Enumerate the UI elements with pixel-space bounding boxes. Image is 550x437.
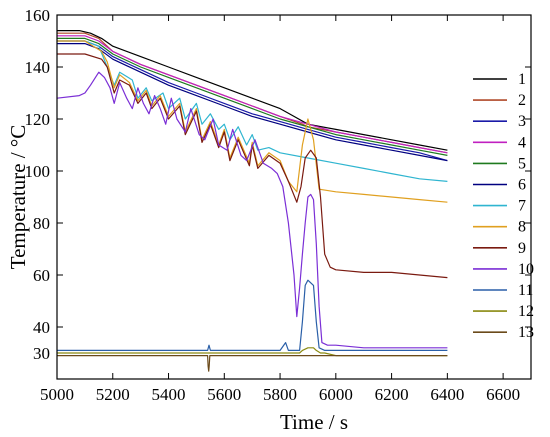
y-tick-label: 40 [33,318,50,337]
axis-ticks [56,14,531,379]
y-tick-label: 120 [25,110,51,129]
legend-label-5: 5 [518,155,526,172]
legend-label-12: 12 [518,303,534,320]
series-line-13 [57,355,448,372]
legend-label-4: 4 [518,134,526,151]
plot-lines [56,30,448,372]
legend-label-3: 3 [518,113,526,130]
legend-label-2: 2 [518,92,526,109]
y-tick-label: 140 [25,58,51,77]
legend-label-6: 6 [518,177,526,194]
legend-label-8: 8 [518,219,526,236]
y-tick-label: 160 [25,6,51,25]
x-tick-label: 6600 [486,385,520,404]
y-tick-label: 30 [33,344,50,363]
tick-labels: 5000 5200 5400 5600 5800 6000 6200 6400 6600 30 40… [25,6,521,404]
series-line-9 [57,53,448,279]
series-line-5 [57,37,448,156]
series-line-10 [56,71,448,349]
y-tick-label: 60 [33,266,50,285]
series-line-6 [57,42,448,162]
x-tick-label: 6200 [375,385,409,404]
series-line-8 [57,40,448,203]
series-line-11 [57,279,448,351]
series-line-3 [57,40,448,162]
x-tick-label: 5000 [40,385,74,404]
y-tick-label: 80 [33,214,50,233]
series-line-7 [57,40,448,182]
legend-label-1: 1 [518,71,526,88]
legend-label-10: 10 [518,261,534,278]
x-tick-label: 6400 [430,385,464,404]
series-line-12 [57,347,448,357]
y-axis-title: Temperature / °C [6,125,30,270]
x-tick-label: 5600 [207,385,241,404]
legend-label-11: 11 [518,282,533,299]
legend-label-13: 13 [518,324,534,341]
plot-frame [56,14,532,380]
x-tick-label: 5800 [263,385,297,404]
x-tick-label: 5400 [152,385,186,404]
x-axis-title: Time / s [280,410,348,434]
y-tick-label: 100 [25,162,51,181]
series-line-1 [57,30,448,151]
x-tick-label: 6000 [319,385,353,404]
series-line-4 [57,35,448,154]
x-tick-label: 5200 [96,385,130,404]
legend-label-7: 7 [518,198,526,215]
legend-label-9: 9 [518,240,526,257]
